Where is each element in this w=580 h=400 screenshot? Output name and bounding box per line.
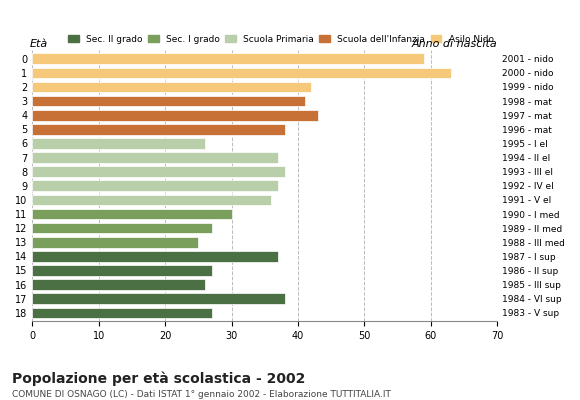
Text: Età: Età [30, 39, 48, 49]
Text: COMUNE DI OSNAGO (LC) - Dati ISTAT 1° gennaio 2002 - Elaborazione TUTTITALIA.IT: COMUNE DI OSNAGO (LC) - Dati ISTAT 1° ge… [12, 390, 390, 399]
Text: Anno di nascita: Anno di nascita [412, 39, 497, 49]
Legend: Sec. II grado, Sec. I grado, Scuola Primaria, Scuola dell'Infanzia, Asilo Nido: Sec. II grado, Sec. I grado, Scuola Prim… [64, 31, 497, 48]
Bar [32, 110, 318, 120]
Bar [32, 279, 205, 290]
Bar [32, 294, 285, 304]
Bar [32, 308, 212, 318]
Bar [32, 195, 271, 205]
Bar [32, 82, 311, 92]
Bar [32, 68, 451, 78]
Bar [32, 166, 285, 177]
Bar [32, 54, 424, 64]
Bar [32, 96, 305, 106]
Bar [32, 124, 285, 135]
Bar [32, 223, 212, 234]
Bar [32, 265, 212, 276]
Bar [32, 237, 198, 248]
Text: Popolazione per età scolastica - 2002: Popolazione per età scolastica - 2002 [12, 372, 305, 386]
Bar [32, 251, 278, 262]
Bar [32, 152, 278, 163]
Bar [32, 138, 205, 149]
Bar [32, 180, 278, 191]
Bar [32, 209, 231, 219]
